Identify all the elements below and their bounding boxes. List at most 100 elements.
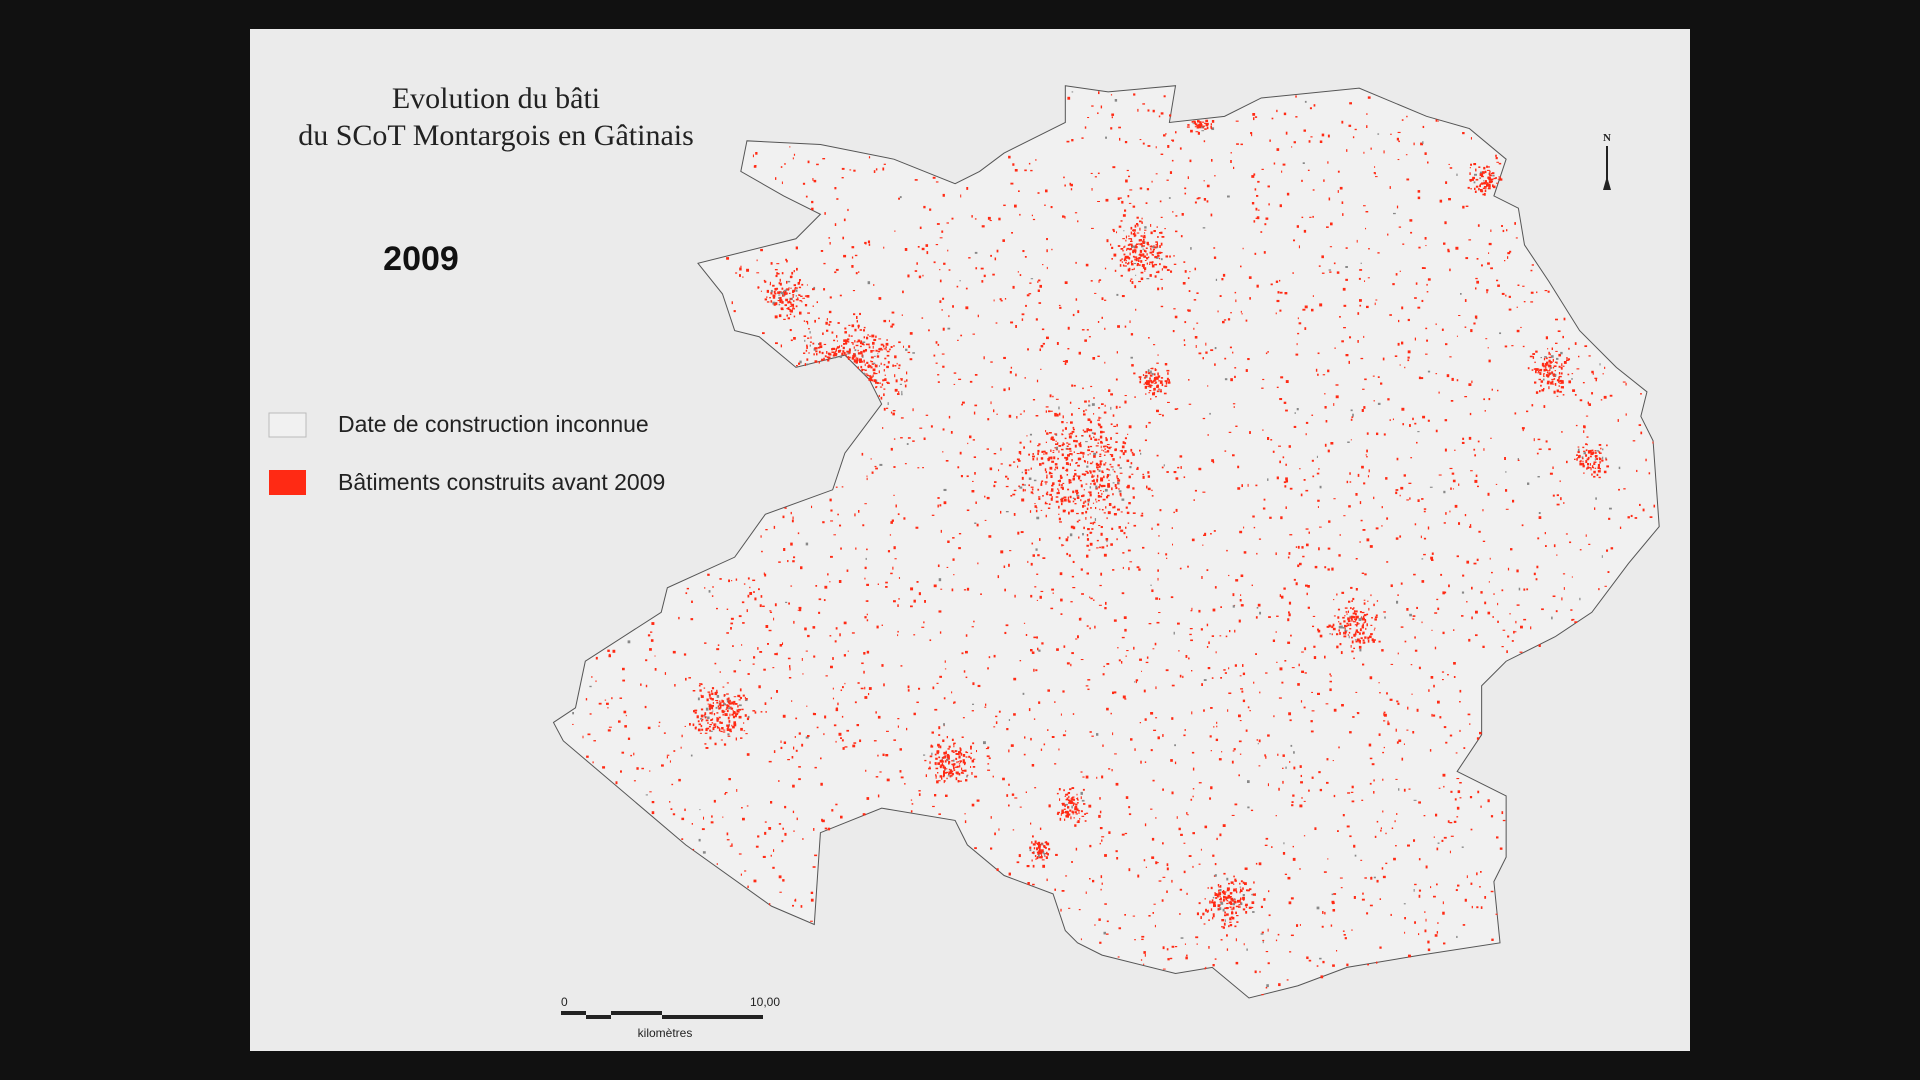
- building: [958, 547, 961, 550]
- building: [1192, 767, 1195, 771]
- building: [806, 344, 808, 347]
- building: [1086, 465, 1089, 468]
- building: [1152, 254, 1154, 256]
- building: [931, 752, 933, 756]
- building: [1102, 744, 1104, 747]
- building: [1064, 362, 1067, 365]
- building: [1545, 369, 1548, 372]
- building: [1421, 580, 1425, 583]
- building: [1382, 751, 1385, 754]
- building: [1051, 496, 1053, 499]
- building: [1087, 461, 1089, 464]
- building: [823, 288, 826, 291]
- building: [1345, 611, 1348, 613]
- building: [875, 776, 879, 778]
- building: [880, 349, 884, 351]
- building: [1458, 483, 1460, 486]
- building: [1144, 953, 1146, 957]
- building: [1256, 552, 1258, 555]
- building: [1395, 845, 1397, 847]
- building: [1426, 291, 1429, 293]
- building: [948, 771, 951, 774]
- building: [1193, 299, 1197, 301]
- building: [1355, 616, 1358, 619]
- building: [1360, 519, 1363, 522]
- building: [1220, 885, 1222, 888]
- building: [726, 724, 730, 727]
- building: [1493, 593, 1495, 595]
- building: [800, 566, 803, 570]
- building: [898, 598, 901, 600]
- building: [1516, 329, 1520, 333]
- building: [1571, 378, 1573, 380]
- building: [1554, 370, 1557, 372]
- building: [780, 166, 783, 168]
- building: [867, 334, 869, 336]
- building: [1122, 441, 1125, 444]
- building: [1214, 347, 1217, 350]
- building: [1233, 875, 1235, 878]
- building: [1269, 139, 1271, 142]
- building: [1139, 449, 1141, 452]
- building: [1068, 480, 1071, 484]
- building: [1478, 530, 1481, 533]
- building: [1276, 661, 1278, 663]
- building: [1197, 131, 1200, 135]
- building: [1570, 609, 1573, 611]
- building: [1491, 172, 1495, 175]
- building: [1203, 140, 1206, 143]
- building: [854, 340, 856, 343]
- building: [1619, 526, 1622, 529]
- building: [1495, 157, 1498, 160]
- building: [879, 386, 883, 388]
- building: [1553, 378, 1556, 380]
- building: [1453, 820, 1457, 823]
- building: [1068, 435, 1072, 439]
- building: [1560, 497, 1562, 501]
- building: [1153, 903, 1156, 905]
- building: [1603, 395, 1607, 399]
- building: [1350, 418, 1353, 421]
- building: [1386, 517, 1389, 520]
- building: [1024, 489, 1026, 492]
- building: [866, 548, 868, 551]
- building: [705, 747, 709, 749]
- building: [1116, 477, 1120, 480]
- building: [1108, 469, 1110, 471]
- building: [866, 600, 869, 602]
- building: [1588, 403, 1592, 406]
- building: [1163, 464, 1165, 467]
- building: [622, 679, 626, 682]
- building: [1264, 223, 1267, 226]
- building: [878, 370, 880, 374]
- building: [1165, 133, 1167, 135]
- building: [1109, 446, 1112, 448]
- building: [1071, 384, 1074, 387]
- building: [791, 700, 793, 702]
- building: [1117, 197, 1120, 200]
- building: [633, 752, 635, 756]
- building: [1203, 709, 1205, 712]
- building: [1395, 728, 1397, 732]
- building: [694, 727, 697, 730]
- building: [1556, 389, 1559, 393]
- building: [1142, 473, 1145, 476]
- building: [1144, 260, 1147, 262]
- building: [1280, 516, 1283, 520]
- building: [1113, 230, 1115, 233]
- building: [832, 697, 835, 700]
- building: [822, 332, 824, 335]
- building: [1151, 367, 1154, 370]
- building: [868, 343, 870, 346]
- building: [714, 693, 717, 695]
- building: [1041, 480, 1044, 483]
- building: [1012, 829, 1015, 831]
- building: [1045, 430, 1047, 433]
- building: [1116, 293, 1119, 296]
- building: [884, 374, 886, 376]
- building: [1301, 651, 1304, 653]
- building: [1398, 319, 1400, 323]
- building: [1082, 494, 1085, 497]
- building: [1099, 461, 1102, 465]
- building: [1548, 448, 1551, 451]
